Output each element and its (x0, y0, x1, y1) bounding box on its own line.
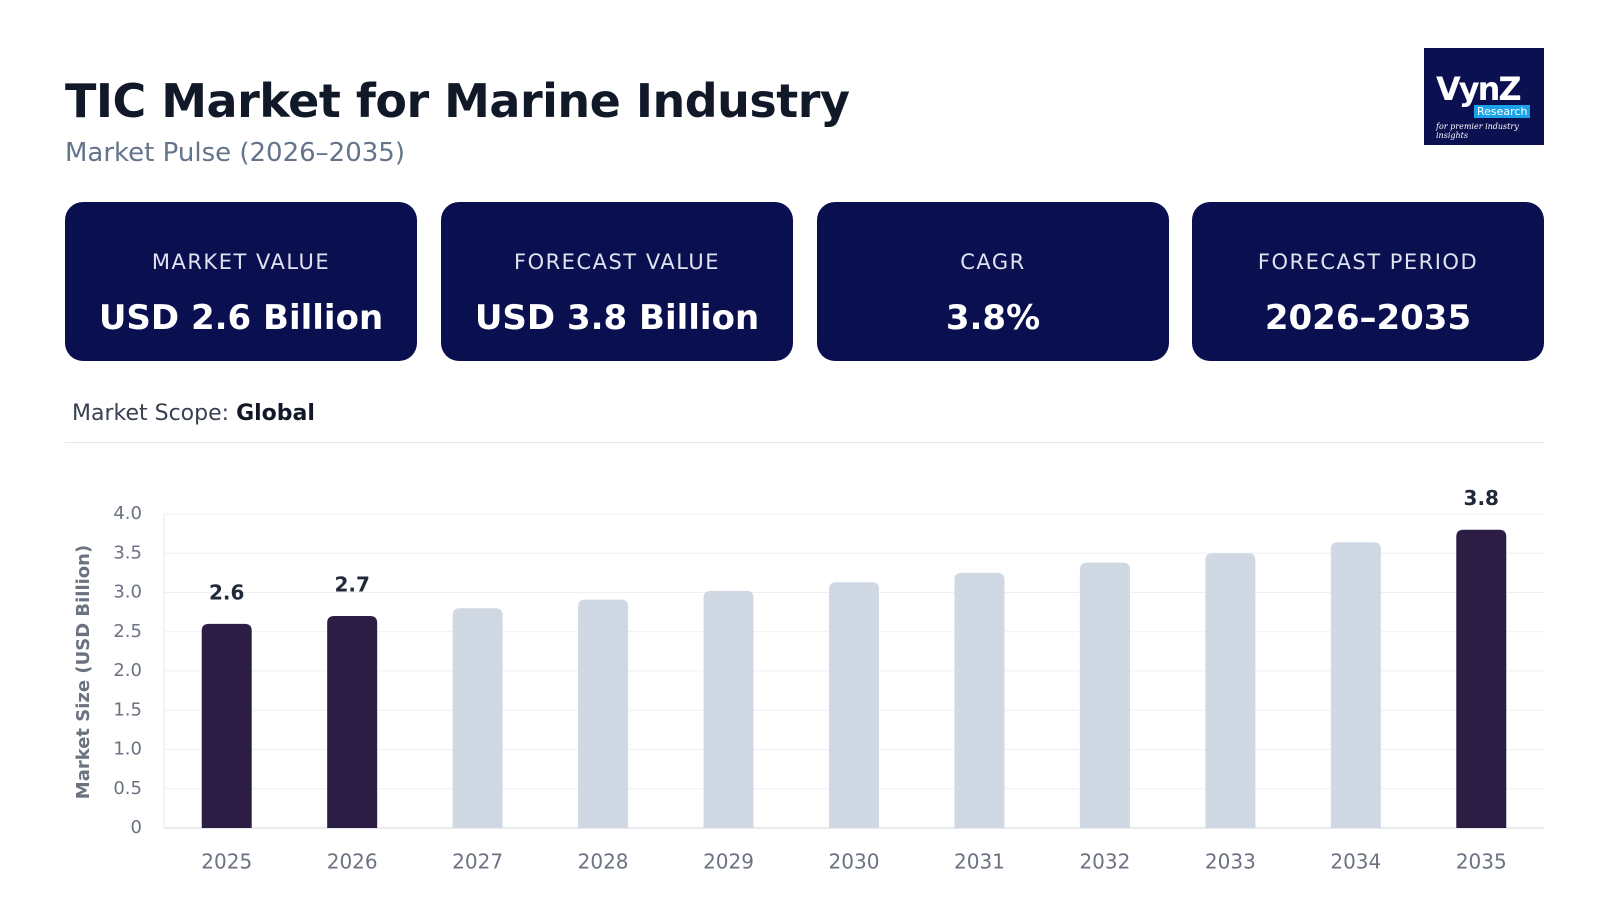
scope-label: Market Scope: (72, 401, 230, 426)
page-title: TIC Market for Marine Industry (65, 74, 850, 128)
kpi-value: 3.8% (945, 298, 1041, 338)
chart: Market Size (USD Billion) 0 0.5 1.0 1.5 2.0 2… (73, 486, 1544, 874)
kpi-card: MARKET VALUE USD 2.6 Billion (65, 202, 417, 361)
y-tick-label: 0.5 (113, 778, 142, 799)
y-axis-title: Market Size (USD Billion) (73, 545, 94, 799)
kpi-label: MARKET VALUE (151, 250, 331, 274)
y-tick-label: 2.0 (113, 660, 142, 681)
bar (578, 599, 629, 828)
value-label: 2.7 (334, 573, 369, 597)
kpi-card: FORECAST VALUE USD 3.8 Billion (441, 202, 793, 361)
y-tick-label: 3.0 (113, 582, 142, 603)
bar (1079, 562, 1130, 828)
divider (65, 442, 1544, 443)
bar (703, 590, 754, 828)
y-tick-label: 0 (131, 817, 142, 838)
kpi-label: FORECAST VALUE (513, 250, 720, 274)
bar (201, 623, 252, 828)
x-tick-label: 2033 (1205, 850, 1256, 874)
logo-tagline: for premier industry insights (1436, 122, 1519, 140)
x-tick-label: 2035 (1456, 850, 1507, 874)
kpi-label: CAGR (960, 250, 1026, 274)
x-tick-label: 2030 (829, 850, 880, 874)
kpi-value: 2026–2035 (1264, 298, 1472, 338)
scope-value: Global (236, 401, 315, 426)
x-tick-label: 2031 (954, 850, 1005, 874)
y-tick-label: 3.5 (113, 542, 142, 563)
bar (1456, 529, 1507, 828)
page-subtitle: Market Pulse (2026–2035) (65, 138, 405, 168)
x-tick-label: 2027 (452, 850, 503, 874)
bar (1205, 553, 1256, 828)
logo: VynZ Research for premier industry insig… (1424, 48, 1544, 145)
bar (829, 582, 879, 828)
kpi-label: FORECAST PERIOD (1257, 250, 1479, 274)
market-scope: Market Scope: Global (72, 401, 315, 426)
value-label: 2.6 (209, 580, 244, 604)
x-tick-label: 2032 (1079, 850, 1130, 874)
kpi-card: CAGR 3.8% (817, 202, 1169, 361)
y-tick-label: 1.0 (113, 739, 142, 760)
bar (1330, 542, 1381, 828)
kpi-card: FORECAST PERIOD 2026–2035 (1192, 202, 1544, 361)
bar (327, 616, 378, 828)
x-tick-label: 2034 (1330, 850, 1381, 874)
kpi-value: USD 2.6 Billion (98, 298, 384, 338)
x-tick-label: 2029 (703, 850, 754, 874)
x-tick-label: 2028 (578, 850, 629, 874)
y-tick-label: 2.5 (113, 621, 142, 642)
kpi-value: USD 3.8 Billion (474, 298, 760, 338)
logo-sub: Research (1474, 105, 1531, 118)
bar (452, 608, 503, 828)
y-tick-label: 4.0 (113, 503, 142, 524)
bar (954, 572, 1005, 828)
x-tick-label: 2026 (327, 850, 378, 874)
y-tick-label: 1.5 (113, 699, 142, 720)
x-tick-label: 2025 (201, 850, 252, 874)
logo-name: VynZ (1436, 70, 1522, 108)
value-label: 3.8 (1464, 486, 1499, 510)
